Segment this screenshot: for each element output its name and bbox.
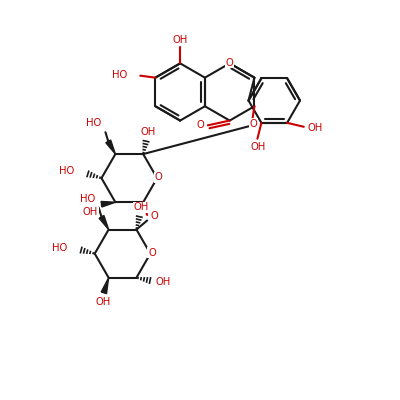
Polygon shape [101,202,115,207]
Text: O: O [226,58,234,68]
Text: OH: OH [156,278,171,288]
Text: OH: OH [307,122,322,132]
Polygon shape [99,216,109,230]
Text: O: O [150,211,158,221]
Polygon shape [106,140,115,154]
Text: OH: OH [140,127,156,137]
Text: OH: OH [83,207,98,217]
Text: O: O [155,172,162,182]
Text: OH: OH [96,296,111,306]
Text: HO: HO [80,194,95,204]
Text: O: O [196,120,204,130]
Text: HO: HO [52,243,68,253]
Text: O: O [148,248,156,258]
Text: O: O [249,119,257,129]
Text: OH: OH [250,142,266,152]
Text: OH: OH [134,202,149,212]
Text: OH: OH [172,34,188,44]
Text: HO: HO [112,70,128,80]
Text: HO: HO [59,166,74,176]
Text: HO: HO [86,118,101,128]
Polygon shape [101,278,109,294]
